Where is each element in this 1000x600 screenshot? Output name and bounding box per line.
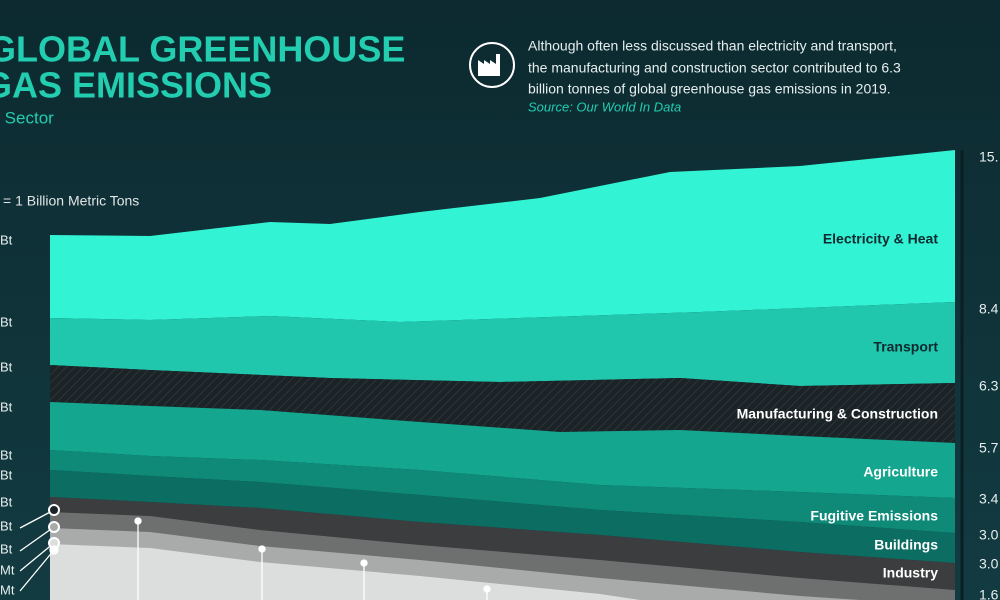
right-value: 8.4 — [979, 301, 999, 317]
right-value: 5.7 — [979, 440, 999, 456]
left-label: Bt — [0, 518, 13, 533]
sector-label: Transport — [873, 339, 938, 355]
sector-label: Agriculture — [863, 464, 938, 480]
note-line: the manufacturing and construction secto… — [528, 60, 901, 76]
title: GLOBAL GREENHOUSE GAS EMISSIONS — [0, 29, 405, 106]
right-value: 3.0 — [979, 556, 999, 572]
factory-icon — [469, 42, 515, 88]
area-transport — [50, 302, 955, 386]
right-value: 15. — [979, 149, 998, 165]
note-line: billion tonnes of global greenhouse gas … — [528, 81, 891, 97]
area-electricity — [50, 150, 955, 322]
area-fugitive — [50, 450, 955, 533]
left-label: Bt — [0, 494, 13, 509]
sector-label: Industry — [883, 565, 938, 581]
unit-note: = 1 Billion Metric Tons — [3, 193, 139, 209]
right-value: 6.3 — [979, 378, 999, 394]
left-label: Bt — [0, 359, 13, 374]
sector-label: Buildings — [874, 537, 938, 553]
right-value: 3.0 — [979, 527, 999, 543]
right-value: 3.4 — [979, 491, 999, 507]
title-line: GAS EMISSIONS — [0, 65, 272, 106]
subtitle: by Sector — [0, 108, 54, 127]
areas — [50, 150, 955, 600]
left-label: Bt — [0, 314, 13, 329]
left-label: Bt — [0, 399, 13, 414]
left-label: Mt — [0, 562, 15, 577]
area-industry — [50, 497, 955, 590]
sector-label: Manufacturing & Construction — [737, 406, 938, 422]
left-label: Bt — [0, 467, 13, 482]
title-line: GLOBAL GREENHOUSE — [0, 29, 405, 70]
area-agriculture — [50, 402, 955, 498]
area-manufacturing — [50, 365, 955, 443]
area-buildings — [50, 470, 955, 563]
left-label: Bt — [0, 447, 13, 462]
sector-label: Fugitive Emissions — [810, 508, 938, 524]
left-label: Bt — [0, 232, 13, 247]
leaders — [19, 504, 491, 600]
area-other — [50, 544, 640, 600]
sector-label: Electricity & Heat — [823, 231, 938, 247]
right-value: 1.6 — [979, 587, 999, 600]
left-label: Bt — [0, 541, 13, 556]
left-label: Mt — [0, 582, 15, 597]
note-line: Although often less discussed than elect… — [528, 38, 897, 54]
source: Source: Our World In Data — [528, 99, 681, 114]
